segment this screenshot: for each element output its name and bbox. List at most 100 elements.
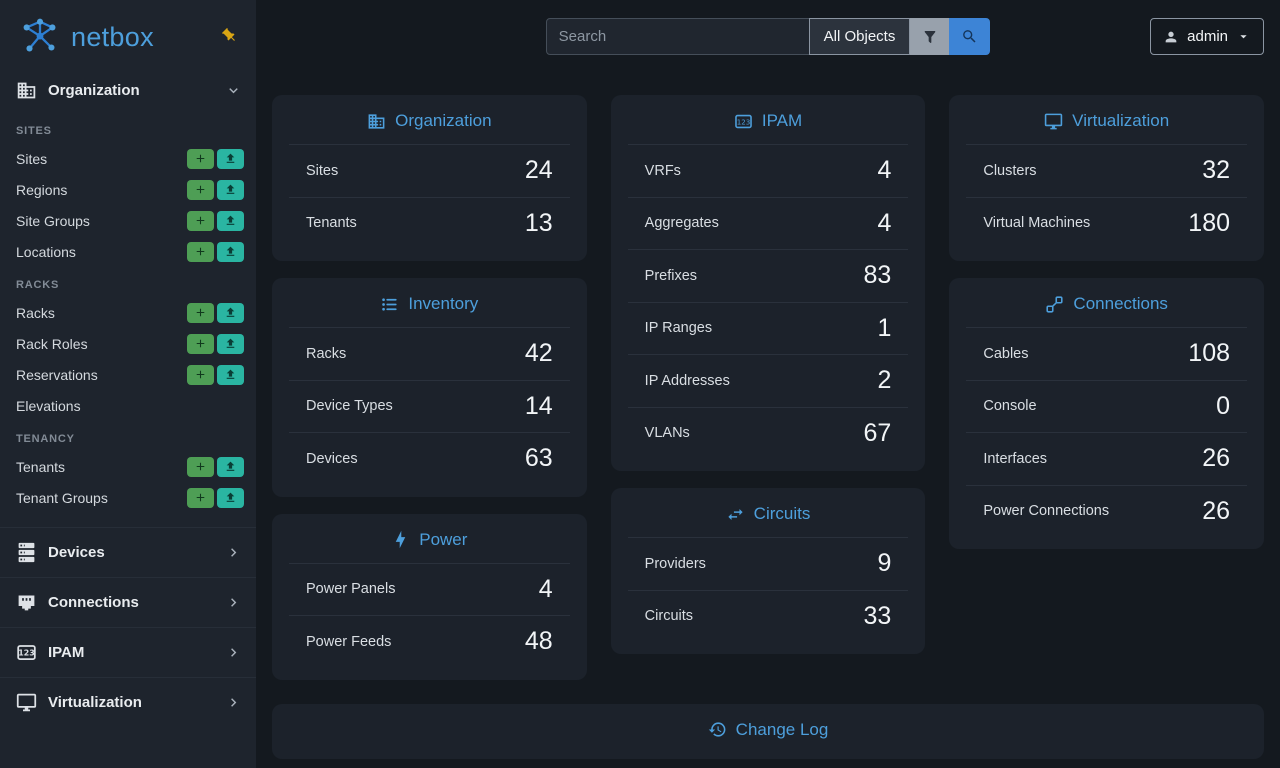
stat-row-providers[interactable]: Providers 9	[627, 537, 909, 590]
stat-row-power-panels[interactable]: Power Panels 4	[289, 562, 570, 616]
stat-label: VRFs	[644, 162, 681, 179]
card-title: Circuits	[753, 504, 811, 523]
add-sites-button[interactable]	[187, 148, 214, 169]
import-reservations-button[interactable]	[217, 364, 244, 385]
stat-label: Interfaces	[983, 450, 1048, 467]
import-site-groups-button[interactable]	[217, 210, 244, 231]
stat-row-ip-ranges[interactable]: IP Ranges 1	[627, 301, 909, 355]
card-title: Connections	[1073, 294, 1168, 313]
add-tenants-button[interactable]	[187, 456, 214, 477]
stat-row-virtual-machines[interactable]: Virtual Machines 180	[966, 196, 1248, 250]
sidebar-item-locations[interactable]: Locations	[0, 236, 256, 267]
stat-label: VLANs	[644, 425, 690, 442]
search-input[interactable]	[545, 18, 810, 55]
chevron-right-icon	[225, 594, 242, 611]
plus-icon	[194, 337, 207, 350]
import-rack-roles-button[interactable]	[217, 333, 244, 354]
stat-row-racks[interactable]: Racks 42	[289, 327, 570, 380]
stat-row-power-connections[interactable]: Power Connections 26	[966, 484, 1248, 538]
sidebar-item-label: Sites	[16, 150, 48, 167]
import-racks-button[interactable]	[217, 302, 244, 323]
card-circuits: Circuits Providers 9 Circuits 33	[610, 488, 926, 654]
search-submit-button[interactable]	[949, 18, 991, 55]
sidebar-group-organization[interactable]: Organization	[0, 68, 256, 113]
sidebar-header: netbox	[0, 0, 256, 68]
stat-row-console[interactable]: Console 0	[966, 379, 1248, 433]
stat-row-sites[interactable]: Sites 24	[289, 144, 570, 197]
stat-row-prefixes[interactable]: Prefixes 83	[627, 249, 909, 302]
sidebar-item-label: Racks	[16, 304, 55, 321]
stat-row-power-feeds[interactable]: Power Feeds 48	[289, 615, 570, 668]
stat-row-clusters[interactable]: Clusters 32	[966, 144, 1248, 197]
sidebar-item-sites[interactable]: Sites	[0, 143, 256, 174]
stat-row-device-types[interactable]: Device Types 14	[289, 379, 570, 433]
plus-icon	[194, 491, 207, 504]
card-change-log: Change Log	[272, 703, 1264, 759]
change-log-icon	[708, 720, 727, 739]
search-scope-button[interactable]: All Objects	[808, 18, 911, 55]
sidebar-item-regions[interactable]: Regions	[0, 174, 256, 205]
sidebar-item-site-groups[interactable]: Site Groups	[0, 205, 256, 236]
section-title-racks: RACKS	[16, 279, 60, 291]
sidebar-group-virtualization[interactable]: Virtualization	[0, 677, 256, 727]
stat-row-cables[interactable]: Cables 108	[966, 327, 1248, 380]
add-tenant-groups-button[interactable]	[187, 487, 214, 508]
add-site-groups-button[interactable]	[187, 210, 214, 231]
import-locations-button[interactable]	[217, 241, 244, 262]
plus-icon	[194, 152, 207, 165]
devices-icon	[16, 542, 37, 563]
stat-value: 13	[524, 208, 553, 237]
main-content: All Objects admin Organi	[256, 0, 1280, 768]
card-column-1: Organization Sites 24 Tenants 13 Invento…	[272, 95, 587, 680]
user-menu-button[interactable]: admin	[1150, 18, 1264, 55]
svg-text:123: 123	[18, 649, 34, 658]
sidebar-item-racks[interactable]: Racks	[0, 297, 256, 328]
upload-icon	[224, 152, 237, 165]
stat-row-circuits[interactable]: Circuits 33	[627, 589, 909, 643]
user-menu-label: admin	[1187, 28, 1228, 45]
stat-value: 33	[863, 601, 892, 630]
import-sites-button[interactable]	[217, 148, 244, 169]
stat-row-aggregates[interactable]: Aggregates 4	[627, 196, 909, 250]
stat-label: Providers	[644, 555, 706, 572]
card-column-3: Virtualization Clusters 32 Virtual Machi…	[949, 95, 1265, 680]
user-icon	[1163, 29, 1179, 45]
card-title: IPAM	[761, 111, 803, 130]
add-reservations-button[interactable]	[187, 364, 214, 385]
sidebar-item-reservations[interactable]: Reservations	[0, 359, 256, 390]
stat-row-devices[interactable]: Devices 63	[289, 432, 570, 485]
sidebar-item-tenants[interactable]: Tenants	[0, 451, 256, 482]
stat-value: 1	[877, 313, 892, 342]
sidebar-group-ipam[interactable]: 123 IPAM	[0, 627, 256, 677]
stat-label: Aggregates	[644, 215, 719, 232]
stat-value: 42	[524, 339, 553, 367]
sidebar-group-label: Virtualization	[48, 694, 142, 711]
stat-row-interfaces[interactable]: Interfaces 26	[966, 432, 1248, 485]
stat-row-tenants[interactable]: Tenants 13	[289, 196, 570, 250]
add-rack-roles-button[interactable]	[187, 333, 214, 354]
card-header-inventory: Inventory	[272, 278, 587, 327]
card-title: Inventory	[408, 294, 479, 313]
organization-icon	[16, 80, 37, 101]
card-header-connections: Connections	[949, 278, 1264, 327]
sidebar-item-tenant-groups[interactable]: Tenant Groups	[0, 482, 256, 513]
import-tenant-groups-button[interactable]	[217, 487, 244, 508]
add-locations-button[interactable]	[187, 241, 214, 262]
add-racks-button[interactable]	[187, 302, 214, 323]
filter-button[interactable]	[909, 18, 951, 55]
stat-value: 26	[1202, 496, 1231, 525]
stat-row-vlans[interactable]: VLANs 67	[627, 406, 909, 460]
sidebar-item-rack-roles[interactable]: Rack Roles	[0, 328, 256, 359]
import-regions-button[interactable]	[217, 179, 244, 200]
pin-sidebar-button[interactable]	[217, 23, 242, 51]
stat-row-vrfs[interactable]: VRFs 4	[627, 144, 909, 197]
add-regions-button[interactable]	[187, 179, 214, 200]
sidebar-item-elevations[interactable]: Elevations	[0, 390, 256, 421]
list-icon	[380, 295, 399, 314]
stat-row-ip-addresses[interactable]: IP Addresses 2	[627, 354, 909, 407]
import-tenants-button[interactable]	[217, 456, 244, 477]
netbox-logo[interactable]: netbox	[18, 16, 154, 58]
sidebar-group-devices[interactable]: Devices	[0, 527, 256, 577]
sidebar-group-connections[interactable]: Connections	[0, 577, 256, 627]
